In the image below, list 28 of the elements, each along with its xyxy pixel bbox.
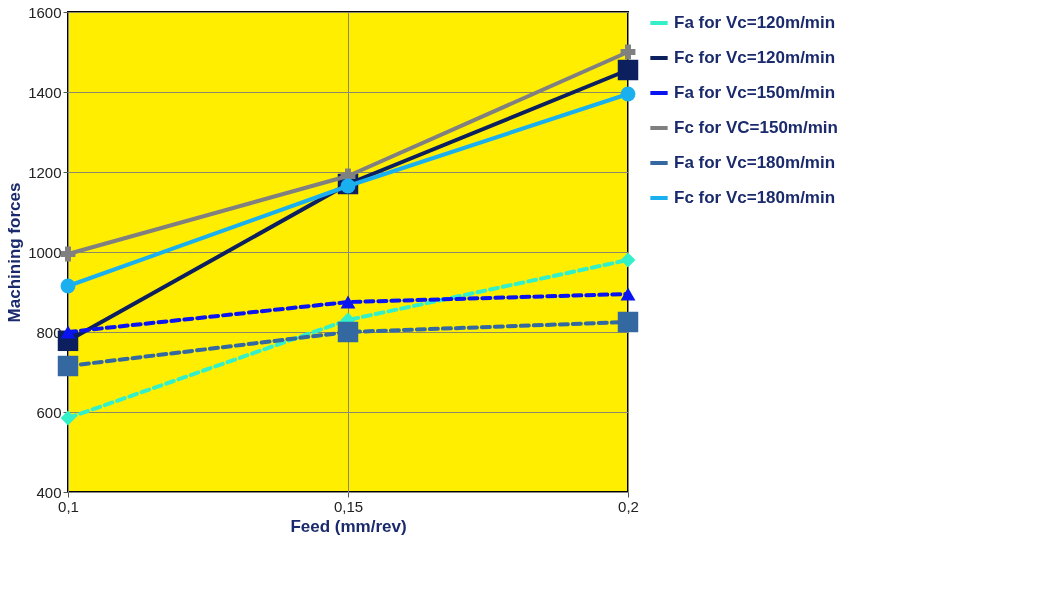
- legend-label: Fc for Vc=120m/min: [674, 48, 836, 67]
- point: [60, 278, 76, 294]
- y-tick-label: 1600: [28, 3, 62, 21]
- y-tick-label: 600: [36, 403, 62, 421]
- legend-label: Fa for Vc=120m/min: [674, 13, 836, 32]
- point: [337, 321, 359, 343]
- point: [57, 355, 79, 377]
- legend-label: Fc for Vc=180m/min: [674, 188, 836, 207]
- point: [620, 252, 636, 268]
- point: [60, 246, 76, 262]
- x-tick-label: 0,15: [333, 497, 364, 515]
- point: [60, 410, 76, 426]
- y-tick-label: 1400: [28, 83, 62, 101]
- legend-label: Fc for VC=150m/min: [674, 118, 838, 137]
- point: [620, 86, 636, 102]
- point: [620, 287, 636, 301]
- point: [617, 311, 639, 333]
- point: [620, 44, 636, 60]
- point: [617, 59, 639, 81]
- point: [340, 295, 356, 309]
- point: [60, 325, 76, 339]
- y-tick-label: 1000: [28, 243, 62, 261]
- legend-label: Fa for Vc=150m/min: [674, 83, 836, 102]
- y-axis-title: Machining forces: [5, 182, 25, 323]
- x-tick-label: 0,2: [618, 497, 639, 515]
- legend-label: Fa for Vc=180m/min: [674, 153, 836, 172]
- x-axis-title: Feed (mm/rev): [290, 516, 407, 536]
- y-tick-label: 1200: [28, 163, 62, 181]
